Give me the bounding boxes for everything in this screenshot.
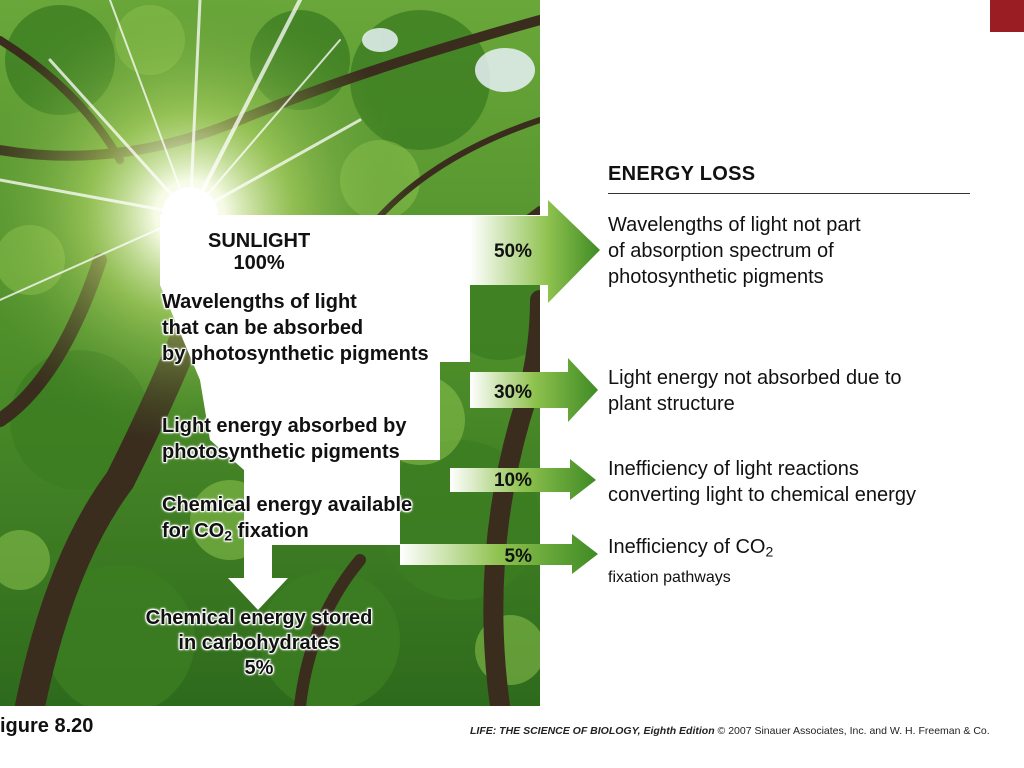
figure-label: igure 8.20 (0, 715, 94, 737)
credit-copyright: © 2007 Sinauer Associates, Inc. and W. H… (714, 725, 990, 737)
loss-10-line-2: converting light to chemical energy (608, 484, 916, 506)
loss-50-line-1: Wavelengths of light not part (608, 214, 861, 236)
absorbable-line-1: Wavelengths of light (162, 291, 357, 313)
available-line-2: for CO2 fixation (162, 518, 412, 549)
loss-30-line-1: Light energy not absorbed due to (608, 367, 902, 389)
loss-5-line-1-prefix: Inefficiency of CO (608, 536, 766, 558)
available-energy-label: Chemical energy available for CO2 fixati… (162, 492, 412, 549)
available-co2-subscript: 2 (224, 527, 233, 544)
loss-5-co2-subscript: 2 (765, 543, 774, 560)
absorbable-line-3: by photosynthetic pigments (162, 343, 429, 365)
sunlight-value: 100% (233, 252, 285, 274)
absorbable-line-2: that can be absorbed (162, 317, 364, 339)
absorbed-line-2: photosynthetic pigments (162, 441, 400, 463)
corner-accent-box (990, 0, 1024, 32)
flow-stream (160, 215, 540, 610)
loss-arrow-50 (470, 200, 600, 303)
stored-line-2: in carbohydrates (178, 632, 340, 654)
loss-description-30: Light energy not absorbed due to plant s… (608, 365, 902, 417)
stored-value: 5% (244, 657, 274, 679)
absorbed-energy-label: Light energy absorbed by photosynthetic … (162, 413, 406, 465)
available-line-2-suffix: fixation (232, 520, 309, 542)
available-line-1: Chemical energy available (162, 494, 413, 516)
loss-description-5: Inefficiency of CO2 fixation pathways (608, 534, 773, 591)
stored-energy-label: Chemical energy stored in carbohydrates … (126, 606, 392, 681)
loss-percent-10: 10% (493, 470, 532, 491)
loss-5-line-1: Inefficiency of CO2 (608, 534, 773, 565)
loss-arrow-10 (450, 459, 596, 500)
loss-30-line-2: plant structure (608, 393, 735, 415)
loss-arrow-5 (400, 534, 598, 574)
loss-10-line-1: Inefficiency of light reactions (608, 458, 859, 480)
sunlight-label: SUNLIGHT 100% (208, 230, 310, 274)
credit-line: LIFE: THE SCIENCE OF BIOLOGY, Eighth Edi… (470, 725, 990, 737)
absorbed-line-1: Light energy absorbed by (162, 415, 407, 437)
credit-title: LIFE: THE SCIENCE OF BIOLOGY, Eighth Edi… (470, 725, 715, 737)
loss-percent-30: 30% (493, 382, 532, 403)
loss-percent-50: 50% (493, 241, 532, 262)
available-line-2-prefix: for CO (162, 520, 225, 542)
loss-arrow-30 (470, 358, 598, 422)
loss-50-line-2: of absorption spectrum of (608, 240, 834, 262)
loss-50-line-3: photosynthetic pigments (608, 266, 824, 288)
absorbable-wavelengths-label: Wavelengths of light that can be absorbe… (162, 289, 429, 367)
loss-description-10: Inefficiency of light reactions converti… (608, 456, 916, 508)
loss-percent-5: 5% (504, 546, 532, 567)
stored-line-1: Chemical energy stored (145, 607, 373, 629)
loss-5-line-2: fixation pathways (608, 568, 731, 586)
sunlight-title: SUNLIGHT (208, 230, 311, 252)
energy-loss-header: ENERGY LOSS (608, 163, 756, 185)
energy-loss-divider (608, 193, 970, 194)
loss-description-50: Wavelengths of light not part of absorpt… (608, 212, 861, 290)
